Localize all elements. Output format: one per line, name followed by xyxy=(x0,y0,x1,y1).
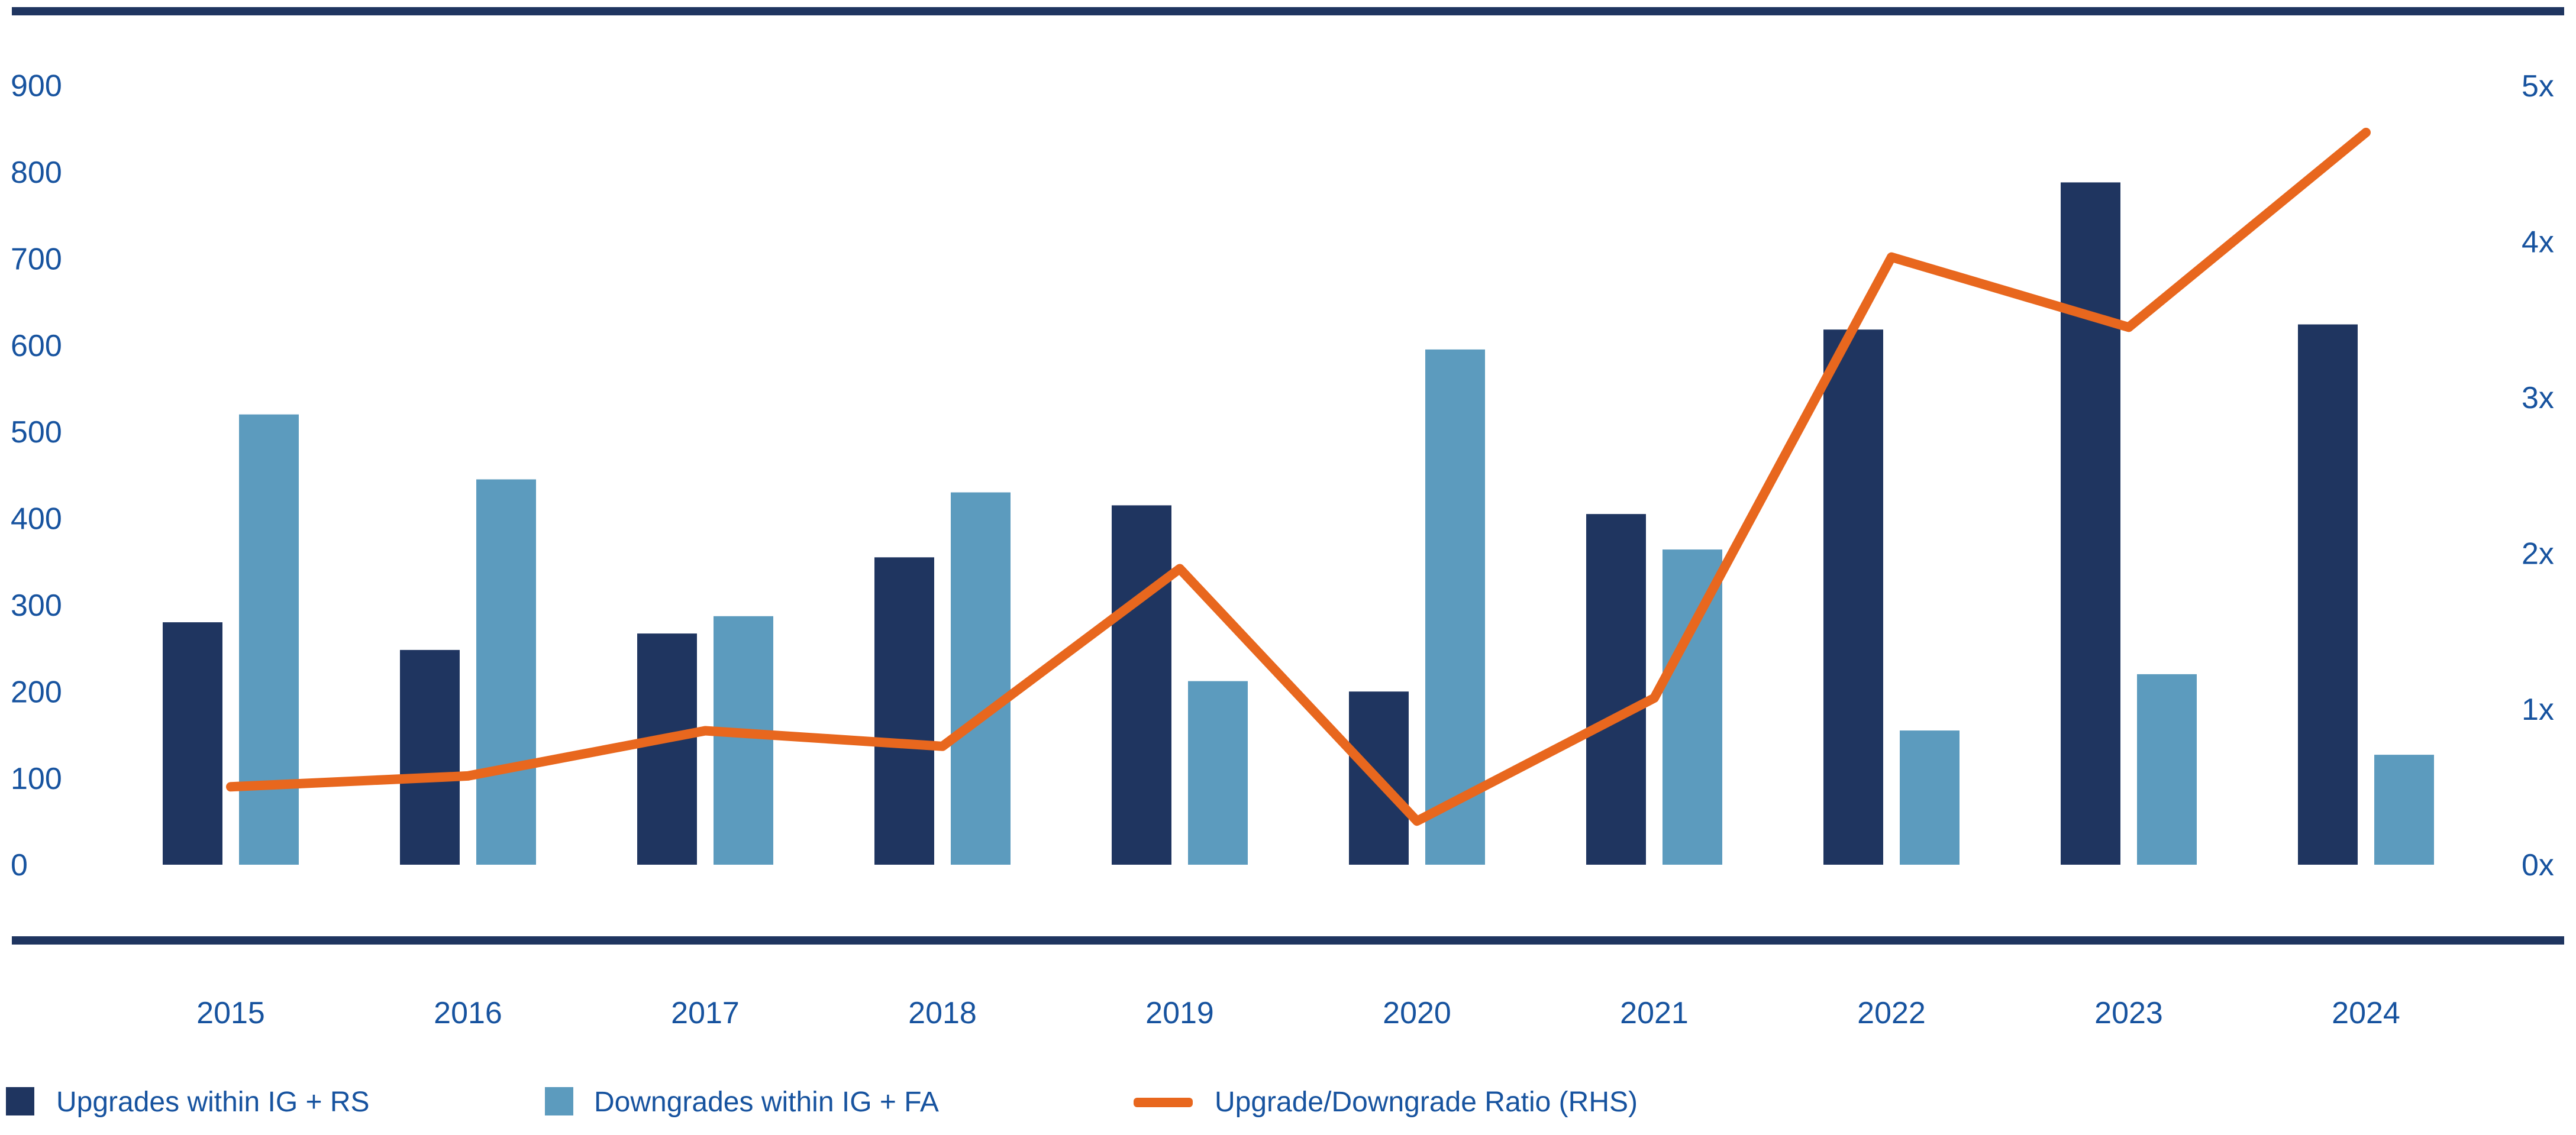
bar-upgrades-2019 xyxy=(1112,505,1171,865)
left-axis-tick-400: 400 xyxy=(11,502,62,536)
left-axis-tick-500: 500 xyxy=(11,415,62,450)
right-axis-ticks: 0x 1x 2x 3x 4x 5x xyxy=(2522,69,2554,882)
bar-downgrades-2019 xyxy=(1188,681,1248,865)
year-label-2016: 2016 xyxy=(434,996,502,1030)
bar-series-downgrades xyxy=(239,349,2434,865)
bar-downgrades-2024 xyxy=(2374,755,2434,865)
ratio-line-series xyxy=(226,128,2371,826)
left-axis-tick-300: 300 xyxy=(11,588,62,623)
bar-upgrades-2024 xyxy=(2298,324,2358,865)
top-border-line xyxy=(12,7,2564,15)
year-label-2020: 2020 xyxy=(1383,996,1451,1030)
x-axis-line xyxy=(12,936,2564,945)
year-label-2017: 2017 xyxy=(671,996,740,1030)
left-axis-tick-800: 800 xyxy=(11,156,62,190)
legend-swatch-upgrades xyxy=(6,1087,34,1115)
right-axis-tick-1x: 1x xyxy=(2522,693,2554,727)
year-label-2021: 2021 xyxy=(1620,996,1689,1030)
left-axis-tick-200: 200 xyxy=(11,675,62,709)
legend-label-upgrades: Upgrades within IG + RS xyxy=(56,1087,370,1118)
bar-downgrades-2018 xyxy=(951,492,1011,865)
bar-downgrades-2021 xyxy=(1663,549,1722,865)
bar-upgrades-2018 xyxy=(874,557,934,865)
right-axis-tick-4x: 4x xyxy=(2522,225,2554,260)
bar-downgrades-2020 xyxy=(1425,349,1485,865)
left-axis-ticks: 0 100 200 300 400 500 600 700 800 900 xyxy=(11,69,62,883)
bar-upgrades-2023 xyxy=(2061,182,2120,865)
bar-downgrades-2015 xyxy=(239,414,299,865)
right-axis-tick-2x: 2x xyxy=(2522,536,2554,571)
bar-downgrades-2022 xyxy=(1900,730,1960,865)
left-axis-tick-0: 0 xyxy=(11,848,28,882)
year-label-2023: 2023 xyxy=(2094,996,2163,1030)
bar-upgrades-2022 xyxy=(1823,329,1883,865)
legend-label-downgrades: Downgrades within IG + FA xyxy=(594,1087,939,1118)
year-label-2022: 2022 xyxy=(1857,996,1926,1030)
right-axis-tick-0x: 0x xyxy=(2522,848,2554,882)
x-axis-year-labels: 2015 2016 2017 2018 2019 2020 2021 2022 2023 2024 xyxy=(196,996,2400,1030)
right-axis-tick-5x: 5x xyxy=(2522,69,2554,104)
year-label-2015: 2015 xyxy=(196,996,265,1030)
bar-upgrades-2015 xyxy=(163,622,222,865)
year-label-2019: 2019 xyxy=(1145,996,1214,1030)
legend-label-ratio: Upgrade/Downgrade Ratio (RHS) xyxy=(1215,1087,1638,1118)
bar-downgrades-2023 xyxy=(2137,674,2197,865)
right-axis-tick-3x: 3x xyxy=(2522,381,2554,415)
legend: Upgrades within IG + RS Downgrades withi… xyxy=(6,1087,1638,1118)
left-axis-tick-600: 600 xyxy=(11,329,62,363)
left-axis-tick-700: 700 xyxy=(11,242,62,276)
bar-series-upgrades xyxy=(163,182,2358,865)
left-axis-tick-100: 100 xyxy=(11,762,62,796)
bar-downgrades-2016 xyxy=(476,479,536,865)
year-label-2018: 2018 xyxy=(908,996,977,1030)
bar-upgrades-2021 xyxy=(1586,514,1646,865)
legend-swatch-downgrades xyxy=(545,1087,573,1115)
ratio-line xyxy=(226,128,2371,826)
legend-line-swatch-ratio xyxy=(1134,1098,1193,1107)
left-axis-tick-900: 900 xyxy=(11,69,62,104)
bar-upgrades-2016 xyxy=(400,649,460,865)
year-label-2024: 2024 xyxy=(2332,996,2400,1030)
bar-upgrades-2017 xyxy=(637,633,697,865)
bar-downgrades-2017 xyxy=(714,616,773,865)
